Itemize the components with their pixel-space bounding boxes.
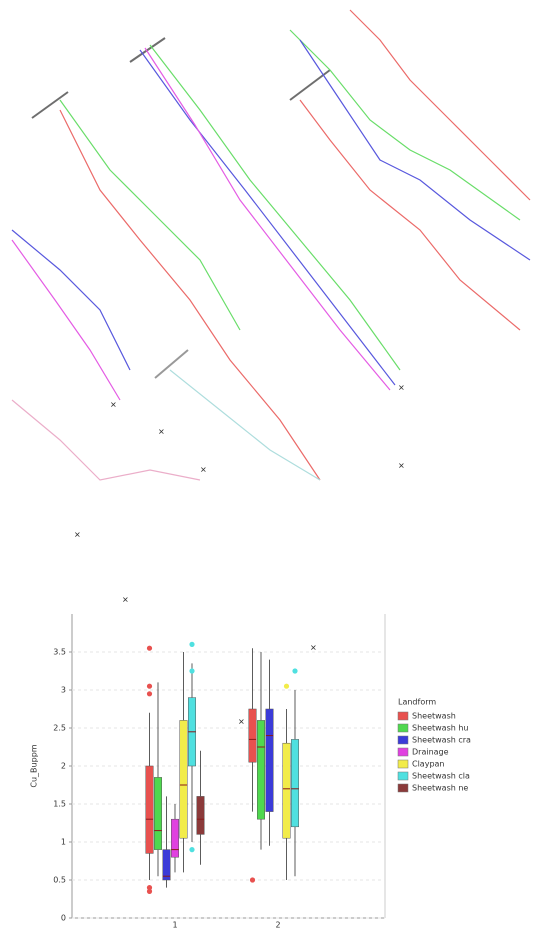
traverse-marker [290, 70, 330, 100]
legend-label: Sheetwash cla [412, 772, 470, 781]
box [266, 709, 274, 812]
box [291, 739, 299, 826]
map-line [300, 40, 530, 260]
outlier [284, 684, 289, 689]
legend-label: Sheetwash [412, 712, 456, 721]
map-traverses [12, 10, 530, 480]
map-line [150, 45, 400, 370]
map-line [290, 30, 520, 220]
site-cross: ✕ [122, 596, 129, 605]
outlier [147, 684, 152, 689]
legend-swatch [398, 748, 408, 756]
screen: ✕ ✕ ✕ ✕ ✕ ✕ ✕ ✕ ✕ Cu_Buppm Landform 0 0.5… [0, 0, 533, 932]
map-line [350, 10, 530, 200]
site-cross: ✕ [238, 718, 245, 727]
site-cross: ✕ [200, 466, 207, 475]
map-line [12, 400, 200, 480]
y-axis-label: Cu_Buppm [30, 744, 39, 787]
y-tick-label: 2 [61, 762, 66, 771]
box [146, 766, 154, 853]
legend-swatch [398, 724, 408, 732]
box [197, 796, 205, 834]
outlier [147, 646, 152, 651]
y-tick-label: 3 [61, 686, 66, 695]
box [163, 850, 171, 880]
legend-label: Drainage [412, 748, 449, 757]
map-line [60, 110, 320, 480]
legend-title: Landform [398, 698, 436, 707]
site-cross: ✕ [158, 428, 165, 437]
outlier [189, 668, 194, 673]
box [171, 819, 179, 857]
legend-label: Claypan [412, 760, 445, 769]
box [180, 720, 188, 838]
legend-swatch [398, 784, 408, 792]
legend-swatch [398, 712, 408, 720]
legend-label: Sheetwash hu [412, 724, 469, 733]
y-tick-label: 2.5 [53, 724, 66, 733]
map-line [12, 230, 130, 370]
y-tick-label: 1 [61, 838, 66, 847]
legend-swatch [398, 736, 408, 744]
site-cross: ✕ [398, 462, 405, 471]
outlier [250, 877, 255, 882]
y-tick-label: 1.5 [53, 800, 66, 809]
y-tick-label: 3.5 [53, 648, 66, 657]
x-tick-label: 2 [275, 921, 280, 930]
outlier [189, 642, 194, 647]
site-cross: ✕ [74, 531, 81, 540]
box [249, 709, 257, 762]
map-line [12, 240, 120, 400]
outlier [292, 668, 297, 673]
map-symbols: ✕ ✕ ✕ ✕ ✕ ✕ ✕ ✕ ✕ [74, 384, 405, 727]
site-cross: ✕ [110, 401, 117, 410]
outlier [147, 889, 152, 894]
x-tick-label: 1 [172, 921, 177, 930]
outlier [189, 847, 194, 852]
outlier [147, 691, 152, 696]
map-line [300, 100, 520, 330]
page: ✕ ✕ ✕ ✕ ✕ ✕ ✕ ✕ ✕ Cu_Buppm Landform 0 0.5… [0, 0, 533, 932]
site-cross: ✕ [398, 384, 405, 393]
y-tick-label: 0.5 [53, 876, 66, 885]
box [154, 777, 162, 849]
legend-swatch [398, 760, 408, 768]
traverse-marker [155, 350, 188, 378]
box [283, 743, 291, 838]
box [257, 720, 265, 819]
legend-label: Sheetwash ne [412, 784, 468, 793]
map-line [170, 370, 320, 480]
map-line [60, 100, 240, 330]
y-tick-label: 0 [61, 914, 66, 923]
legend-label: Sheetwash cra [412, 736, 471, 745]
legend-swatch [398, 772, 408, 780]
site-cross: ✕ [310, 644, 317, 653]
